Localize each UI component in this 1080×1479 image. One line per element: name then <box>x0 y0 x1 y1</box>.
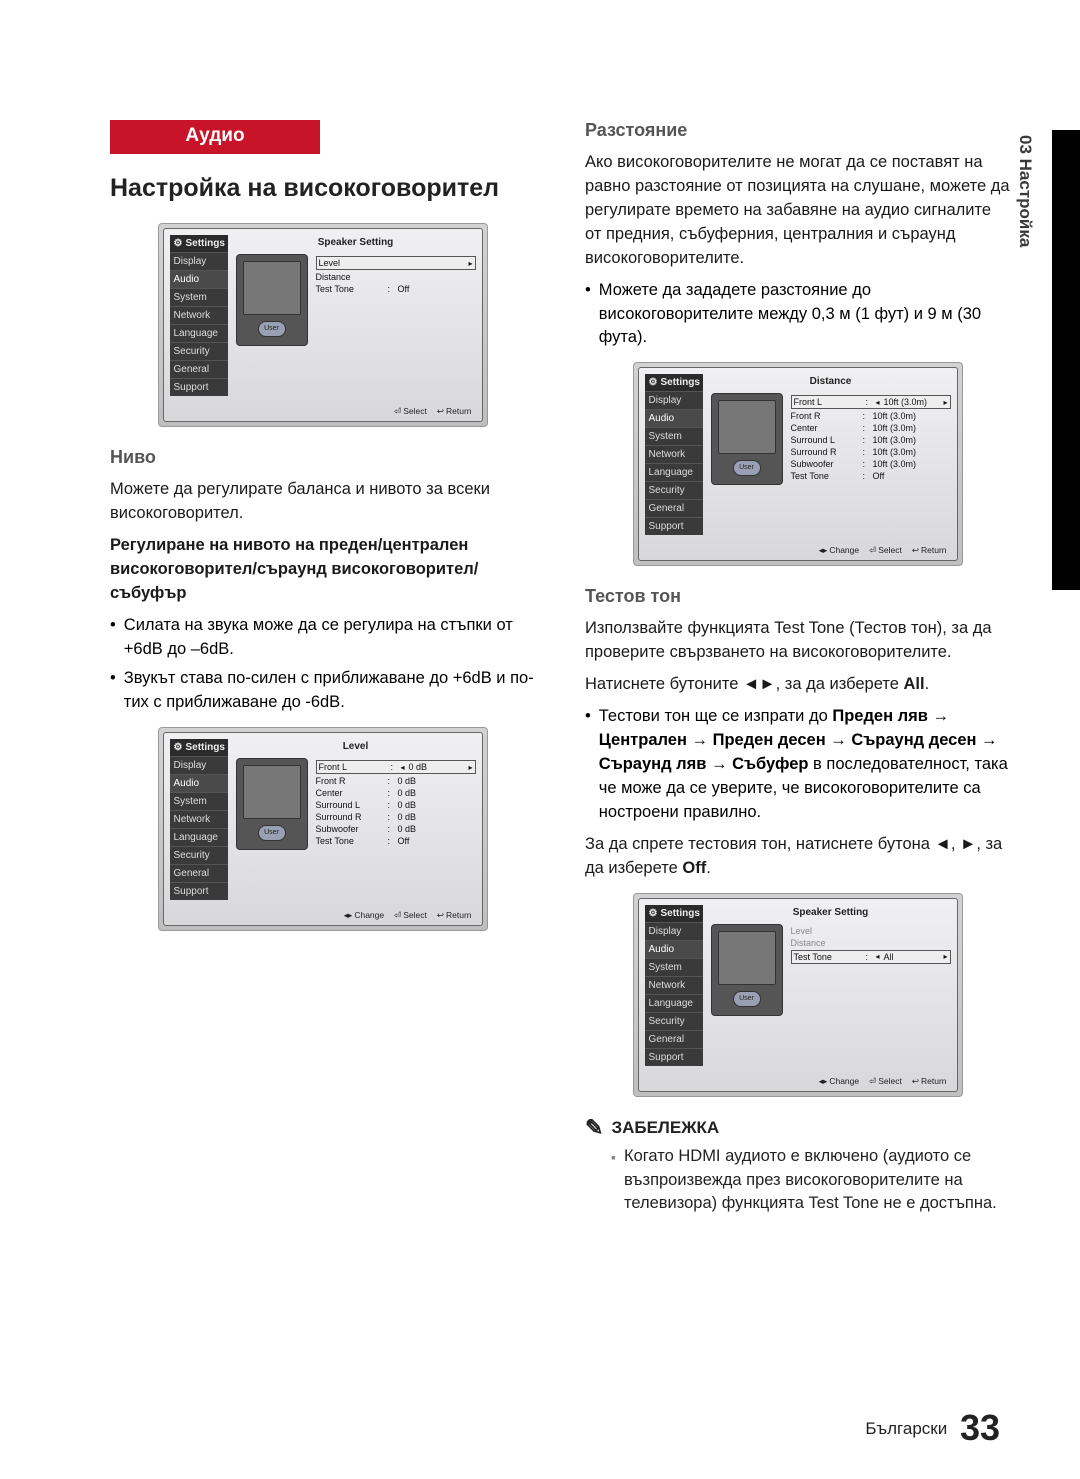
level-desc: Можете да регулирате баланса и нивото за… <box>110 478 535 526</box>
distance-bullet: Можете да зададете разстояние до високог… <box>585 279 1010 351</box>
screenshot-level: SettingsDisplayAudioSystemNetworkLanguag… <box>158 727 488 931</box>
distance-desc: Ако високоговорителите не могат да се по… <box>585 151 1010 271</box>
chapter-side-label: 03 Настройка <box>1015 135 1035 247</box>
level-heading: Ниво <box>110 447 535 468</box>
screenshot-speaker-setting: SettingsDisplayAudioSystemNetworkLanguag… <box>158 223 488 427</box>
test-tone-press: Натиснете бутоните ◄►, за да изберете Al… <box>585 673 1010 697</box>
left-column: Аудио Настройка на високоговорител Setti… <box>110 120 535 1216</box>
audio-section-header: Аудио <box>110 120 320 154</box>
distance-heading: Разстояние <box>585 120 1010 141</box>
level-bullet-1: Силата на звука може да се регулира на с… <box>110 614 535 662</box>
test-tone-heading: Тестов тон <box>585 586 1010 607</box>
screenshot-test-tone: SettingsDisplayAudioSystemNetworkLanguag… <box>633 893 963 1097</box>
speaker-setting-heading: Настройка на високоговорител <box>110 174 535 203</box>
level-bullet-2: Звукът става по-силен с приближаване до … <box>110 667 535 715</box>
footer-language: Български <box>865 1419 947 1438</box>
level-adjust-heading: Регулиране на нивото на преден/централен… <box>110 534 535 606</box>
right-column: Разстояние Ако високоговорителите не мог… <box>585 120 1010 1216</box>
test-tone-sequence: Тестови тон ще се изпрати до Преден ляв … <box>585 705 1010 825</box>
screenshot-distance: SettingsDisplayAudioSystemNetworkLanguag… <box>633 362 963 566</box>
test-tone-desc: Използвайте функцията Test Tone (Тестов … <box>585 617 1010 665</box>
page-number: 33 <box>960 1407 1000 1448</box>
test-tone-stop: За да спрете тестовия тон, натиснете бут… <box>585 833 1010 881</box>
page-footer: Български 33 <box>865 1407 1000 1449</box>
note-body: Когато HDMI аудиото е включено (аудиото … <box>611 1145 1010 1217</box>
note-heading: ✎ЗАБЕЛЕЖКА <box>585 1115 1010 1141</box>
page-edge-tab <box>1052 130 1080 590</box>
note-icon: ✎ <box>585 1115 603 1141</box>
